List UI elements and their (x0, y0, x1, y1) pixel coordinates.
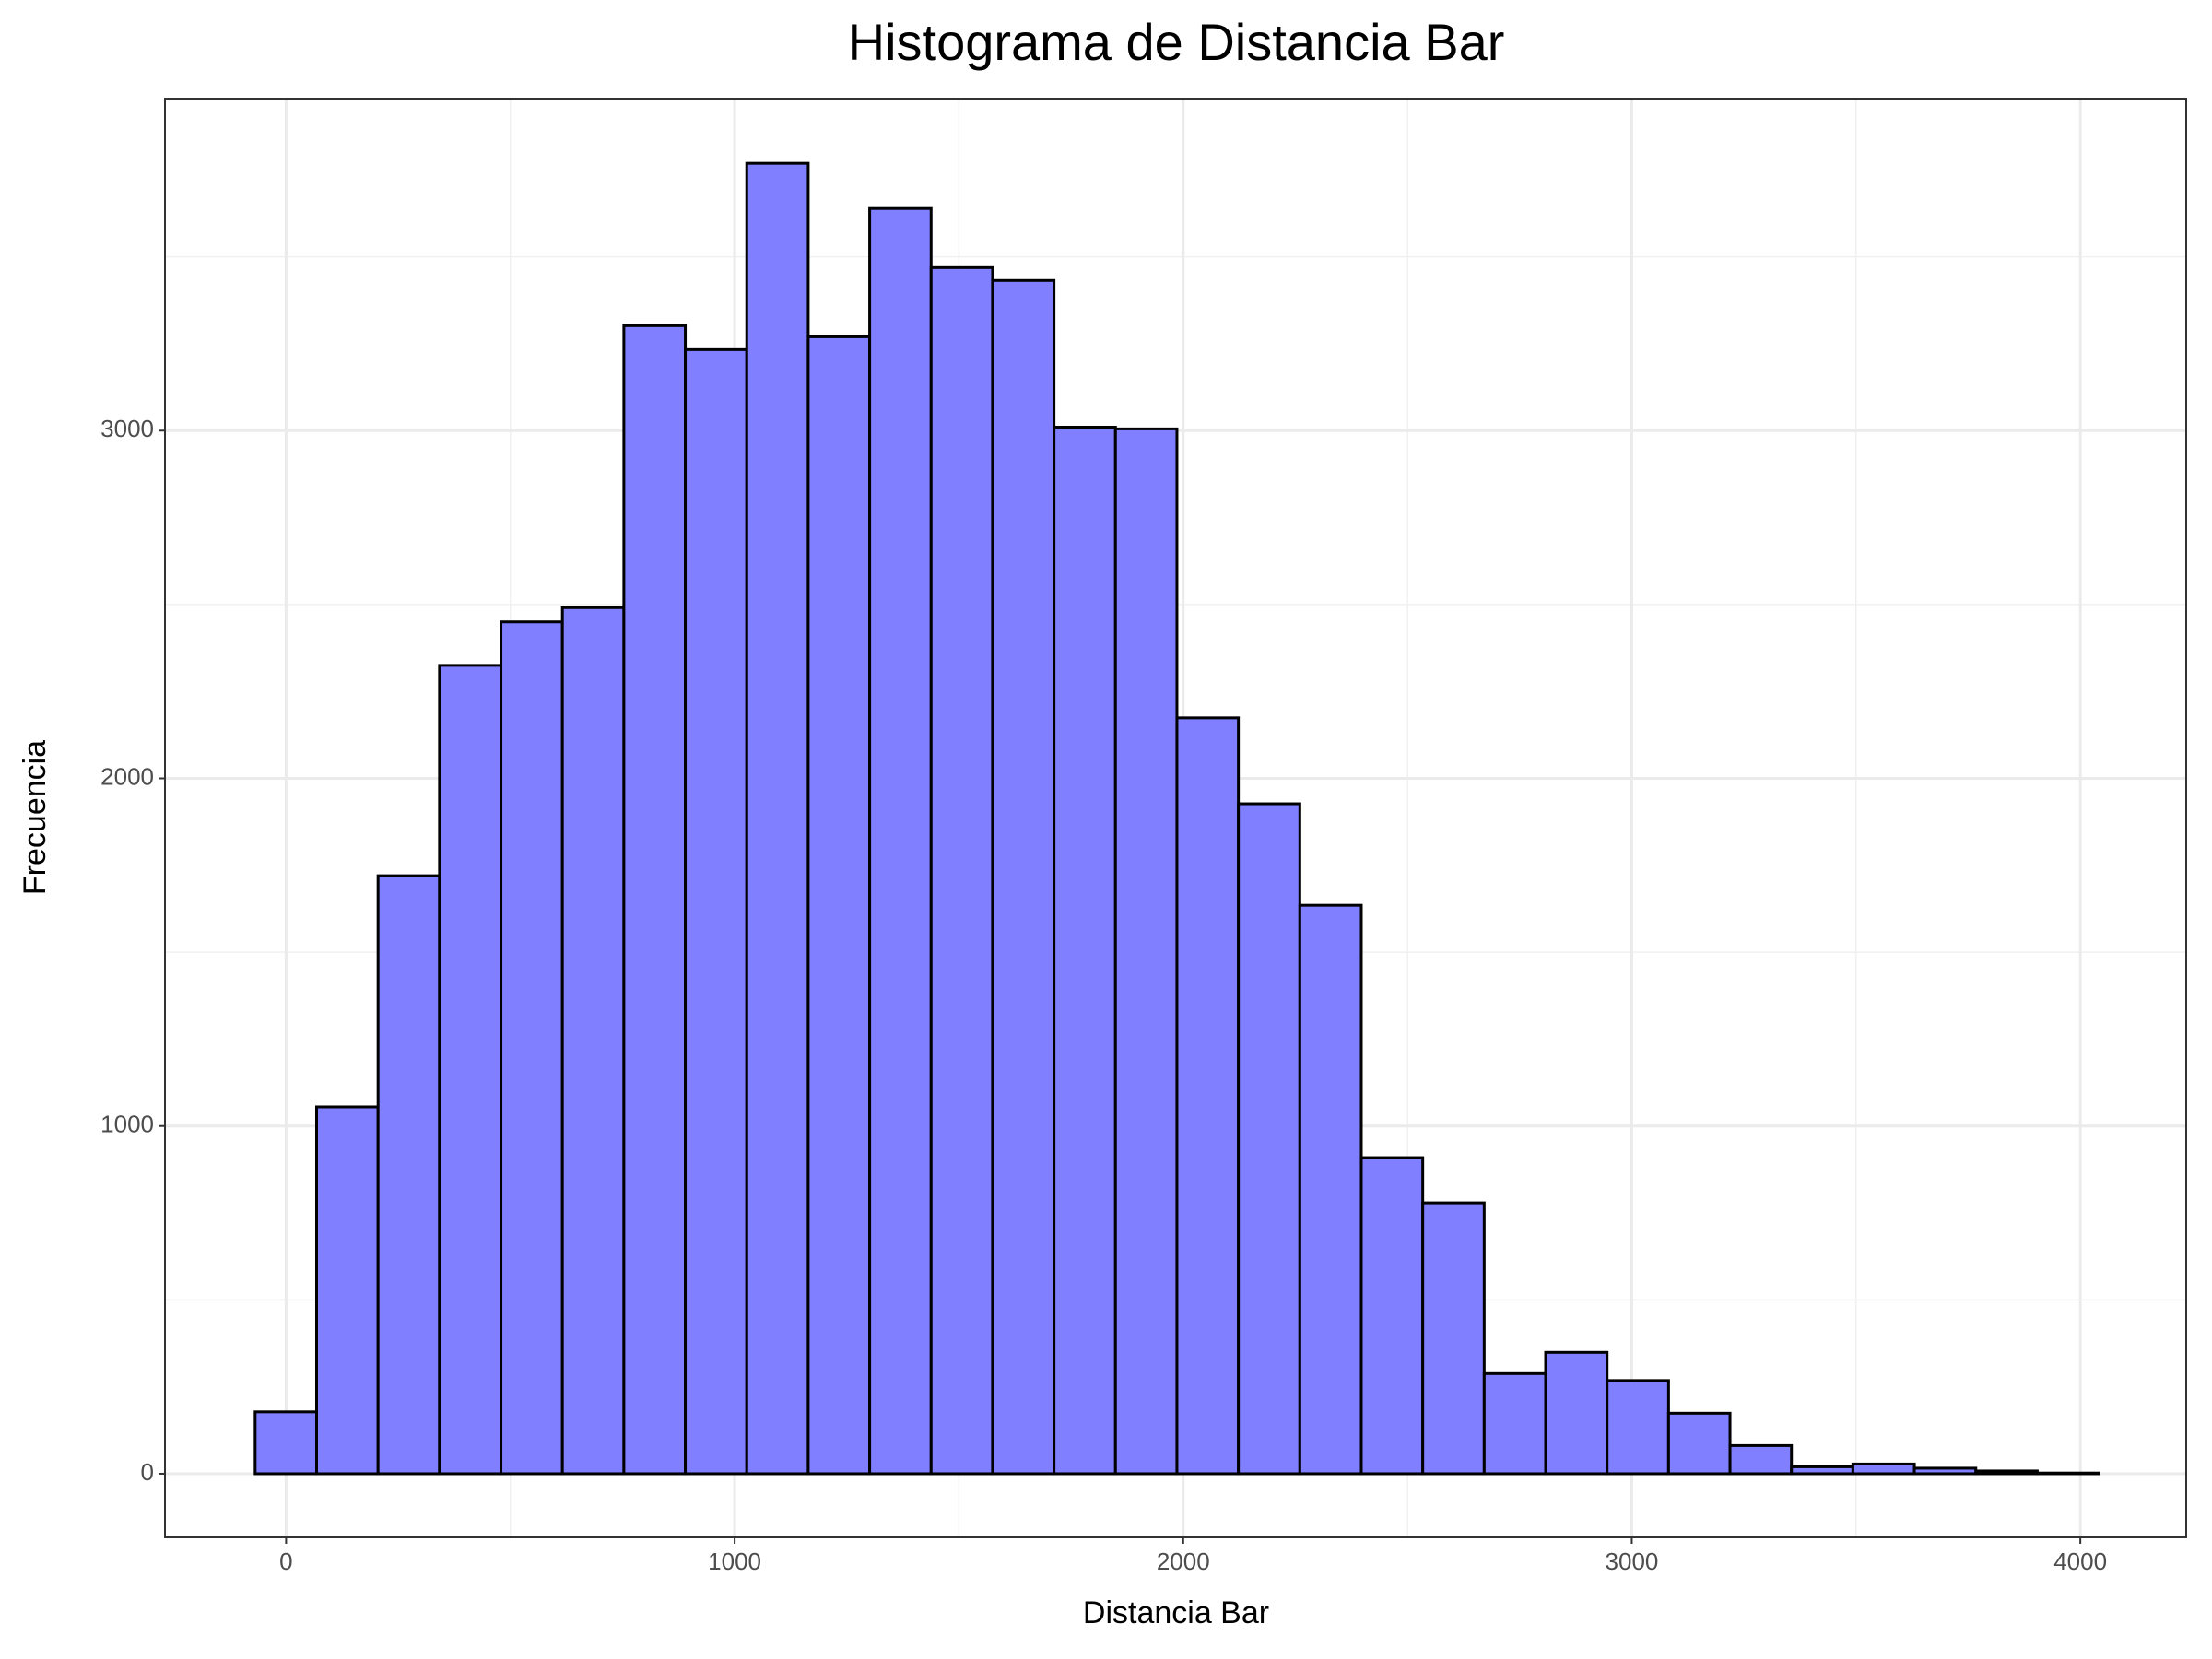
bar (1851, 1462, 1916, 1476)
x-tick-label: 0 (279, 1547, 292, 1575)
x-tick-label: 1000 (708, 1547, 761, 1575)
bar (684, 347, 748, 1476)
x-tick-label: 3000 (1606, 1547, 1659, 1575)
bar (1053, 425, 1117, 1476)
bar (1666, 1411, 1732, 1476)
bar (806, 335, 872, 1476)
bar (1237, 802, 1301, 1476)
bar (376, 874, 441, 1476)
bar (929, 265, 994, 1476)
bar (745, 161, 810, 1476)
bar (2035, 1471, 2100, 1476)
y-axis-title: Frecuencia (18, 740, 53, 895)
bar (991, 278, 1056, 1476)
bar (314, 1105, 380, 1476)
x-tick-label: 4000 (2053, 1547, 2107, 1575)
bar (1298, 903, 1363, 1476)
y-tick-label: 3000 (100, 415, 154, 442)
bar (1790, 1465, 1854, 1476)
chart-title: Histograma de Distancia Bar (848, 13, 1505, 71)
bar (1359, 1156, 1425, 1476)
x-tick-label: 2000 (1157, 1547, 1210, 1575)
bar (1421, 1201, 1486, 1476)
bar (1912, 1466, 1978, 1476)
bar (500, 620, 564, 1476)
bar (1175, 716, 1241, 1476)
bar (253, 1410, 318, 1476)
x-axis-title: Distancia Bar (1083, 1595, 1269, 1630)
y-tick-label: 1000 (100, 1111, 154, 1138)
bar (868, 206, 933, 1476)
bar (1544, 1350, 1609, 1476)
panel-border (164, 98, 2187, 1538)
bar (438, 664, 503, 1476)
bar (1728, 1443, 1794, 1476)
bar (1974, 1469, 2039, 1476)
y-tick-label: 0 (141, 1458, 154, 1486)
bar (622, 324, 688, 1476)
bar (1482, 1371, 1547, 1476)
bar (1113, 427, 1179, 1476)
bar (1606, 1379, 1670, 1476)
bar (560, 606, 626, 1476)
y-tick-label: 2000 (100, 762, 154, 790)
